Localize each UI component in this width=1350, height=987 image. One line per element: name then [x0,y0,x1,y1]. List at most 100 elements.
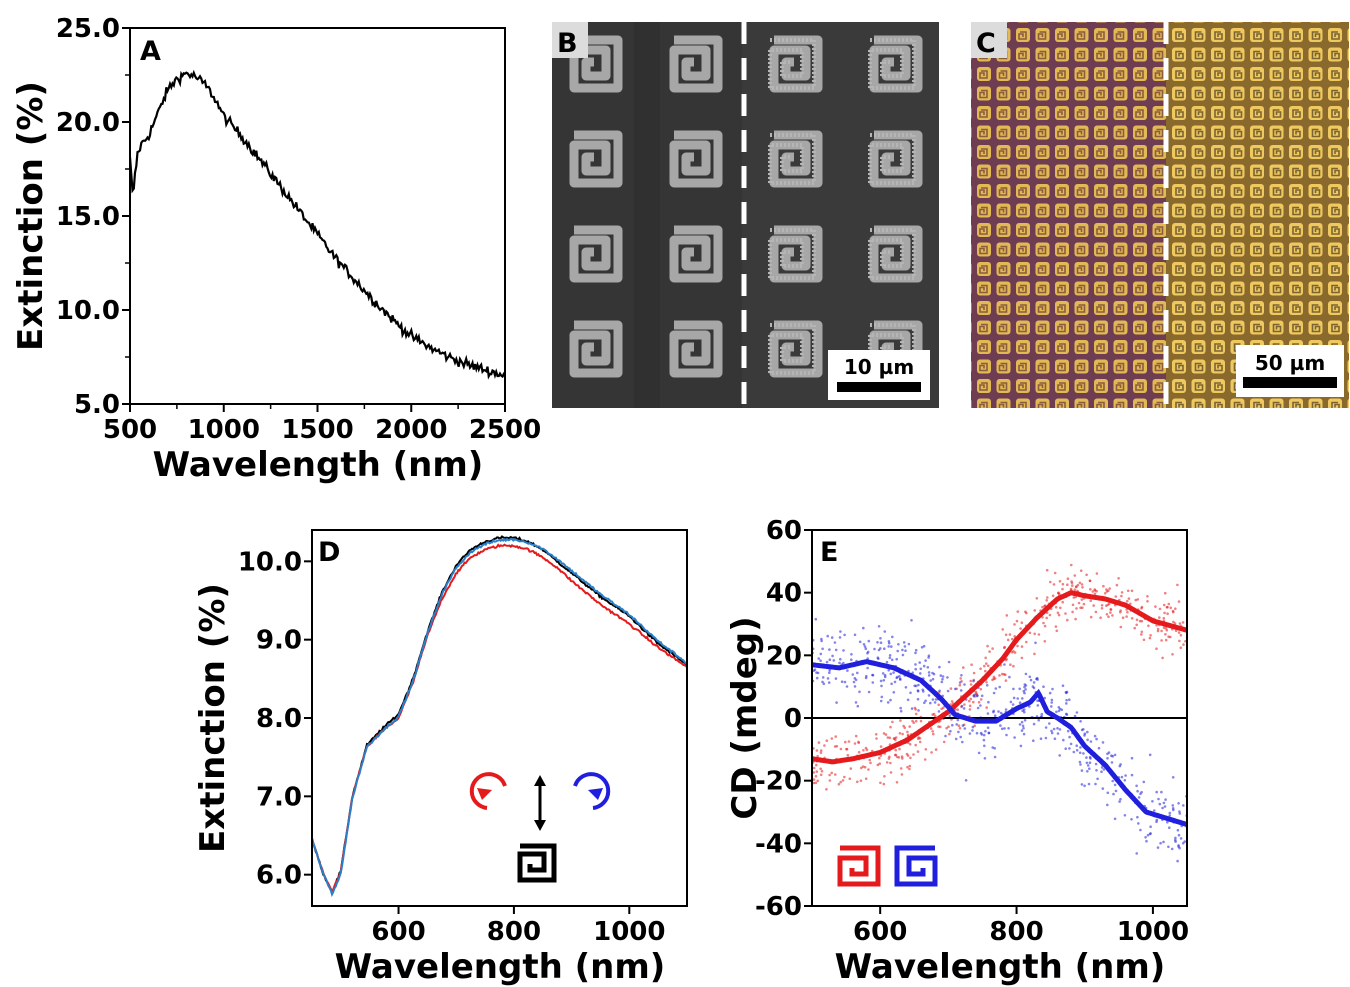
scatter-point [1158,616,1161,619]
scatter-point [887,645,890,648]
panel-a-axes-frame [129,27,506,405]
x-tick-label: 1000 [593,917,665,947]
scatter-point [922,664,926,668]
x-tick-label: 2500 [469,415,541,445]
scatter-point [879,679,883,683]
scatter-point [1018,701,1022,704]
scatter-point [1054,605,1058,609]
scatter-point [896,649,899,653]
panel-a: 500 1000 1500 2000 2500 5.0 10.0 15.0 20.0 25.0 A… [11,14,541,485]
scatter-point [1004,708,1008,711]
scatter-point [1024,688,1027,691]
scatter-point [914,667,917,671]
scatter-point [812,771,816,774]
scatter-point [1182,643,1185,646]
scatter-point [1071,610,1074,614]
scatter-point [893,680,897,684]
scatter-point [992,709,995,713]
scatter-point [956,708,959,711]
panel-d-plot [312,535,687,898]
scatter-point [816,779,819,783]
scatter-point [883,630,887,633]
scatter-point [1183,840,1186,843]
scatter-point [834,677,838,680]
scatter-point [905,752,909,756]
scatter-point [1155,647,1158,650]
scatter-point [1032,681,1036,684]
scatter-point [1120,594,1123,598]
scatter-point [1079,763,1082,766]
scatter-point [1110,754,1113,757]
scatter-point [1051,594,1055,598]
scatter-point [1085,573,1088,577]
panel-b: B 10 µm [552,22,939,408]
scatter-point [828,648,831,651]
scatter-point [1106,791,1110,795]
scatter-point [1016,644,1019,648]
scatter-point [1013,623,1016,626]
panel-c-optical-image [971,22,1349,408]
scatter-point [1036,699,1039,702]
scatter-point [934,714,937,718]
scatter-point [1081,586,1084,589]
scatter-point [832,659,836,662]
scatter-point [889,672,893,676]
scatter-point [964,779,968,782]
scatter-point [1020,645,1024,648]
scatter-point [1016,610,1020,613]
scatter-point [991,678,994,682]
scatter-point [1164,798,1167,801]
scatter-point [1050,731,1054,735]
scatter-point [1177,600,1181,603]
x-tick-label: 800 [487,917,541,947]
scatter-point [1178,622,1182,625]
panel-b-scalebar-label: 10 µm [844,355,914,379]
scatter-point [918,661,921,664]
scatter-point [1007,727,1010,730]
scatter-point [1149,825,1152,828]
scatter-point [1045,568,1049,572]
panel-d-series-red [312,543,687,895]
x-tick-label: 800 [989,917,1043,947]
scatter-point [1068,735,1071,739]
x-tick-label: 1000 [188,415,260,445]
scatter-point [1160,639,1163,642]
scatter-point [985,684,989,687]
scatter-point [1162,626,1166,630]
scatter-point [1106,603,1110,607]
scatter-point [982,738,986,742]
scatter-point [864,647,868,650]
scatter-point [1018,687,1021,691]
panel-d-axes-frame [311,529,688,907]
scatter-point [1146,833,1150,837]
scatter-point [1058,754,1061,757]
scatter-point [1093,588,1096,591]
scatter-point [1109,608,1112,611]
scatter-point [879,641,883,644]
scatter-point [997,710,1000,713]
scatter-point [814,617,818,621]
scatter-point [1166,605,1169,609]
scatter-point [908,764,912,768]
scatter-point [1171,653,1174,656]
scatter-point [1083,784,1086,788]
scatter-point [908,725,911,728]
scatter-point [1089,615,1093,619]
scatter-point [867,639,871,643]
scatter-point [906,730,909,734]
scatter-point [876,641,879,644]
scatter-point [1113,783,1117,787]
scatter-point [833,745,837,748]
scatter-point [1055,710,1058,714]
scatter-point [911,719,914,723]
scatter-point [1068,747,1071,750]
scatter-point [837,782,841,786]
scatter-point [1100,604,1104,607]
scatter-point [1088,767,1091,770]
scatter-point [1061,587,1064,591]
panel-e: 600 800 1000 -60 -40 -20 0 20 40 60 E Wavelength … [725,516,1189,987]
scatter-point [865,748,869,752]
scatter-point [835,701,838,704]
scatter-point [1160,790,1163,794]
scatter-point [899,767,903,770]
